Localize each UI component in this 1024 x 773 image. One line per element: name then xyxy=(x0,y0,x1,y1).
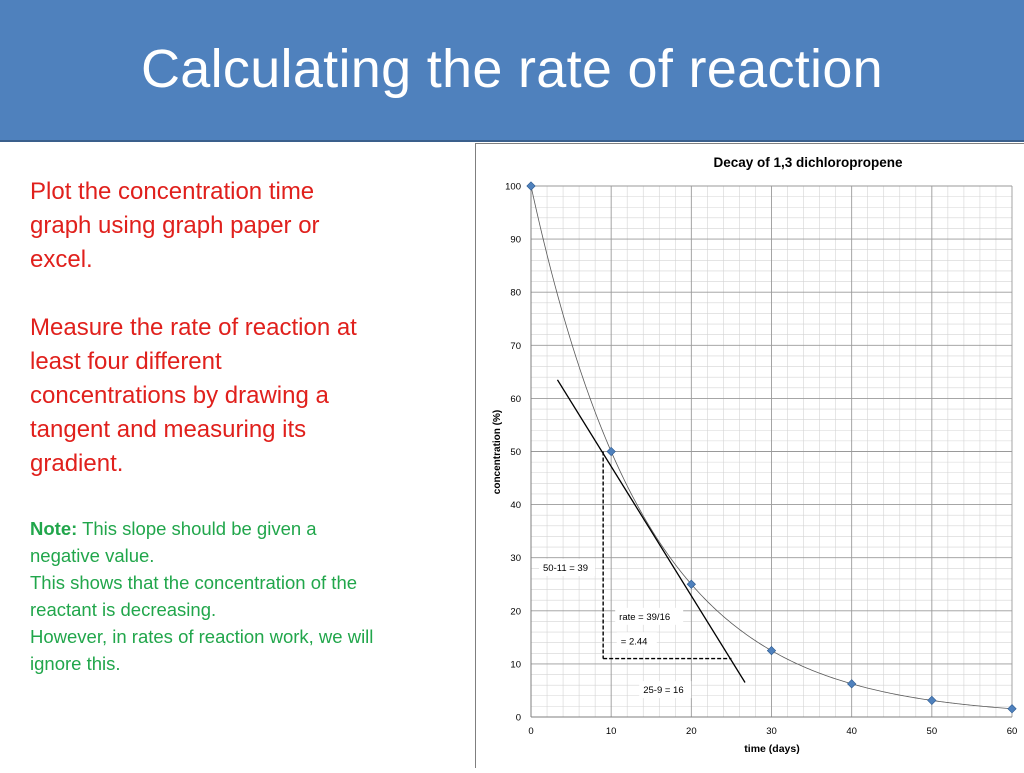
data-points xyxy=(526,181,1017,714)
text-panel: Plot the concentration time graph using … xyxy=(30,175,375,677)
y-tick-label: 10 xyxy=(510,659,521,670)
rate-value-label: = 2.44 xyxy=(621,636,648,647)
instruction-tangent: Measure the rate of reaction at least fo… xyxy=(30,314,357,477)
y-tick-label: 90 xyxy=(510,235,521,246)
y-tick-label: 50 xyxy=(510,447,521,458)
data-point xyxy=(686,579,696,589)
y-tick-label: 60 xyxy=(510,394,521,405)
annotations: 50-11 = 39 rate = 39/16 = 2.44 25-9 = 16 xyxy=(539,558,692,699)
title-bar: Calculating the rate of reaction xyxy=(0,0,1024,142)
note-label: Note: xyxy=(30,518,78,539)
data-point xyxy=(526,181,536,191)
rate-label: rate = 39/16 xyxy=(619,612,670,623)
note-line-3: However, in rates of reaction work, we w… xyxy=(30,626,374,674)
chart-panel: 0 10 20 30 40 50 60 0 10 20 30 40 50 60 70 80 90 100 50-1… xyxy=(475,143,1024,768)
horizontal-difference-label-bg xyxy=(639,681,692,699)
horizontal-difference-label: 25-9 = 16 xyxy=(643,685,683,696)
x-axis-label: time (days) xyxy=(744,743,799,755)
y-axis-label: concentration (%) xyxy=(492,410,503,494)
gradient-triangle xyxy=(602,451,732,660)
data-point xyxy=(847,679,857,689)
rate-label-bg xyxy=(615,607,684,625)
data-point xyxy=(927,695,937,706)
slide-title: Calculating the rate of reaction xyxy=(140,39,884,99)
note-block: Note: This slope should be given a negat… xyxy=(30,515,375,677)
tangent-line xyxy=(556,379,746,683)
y-tick-label: 70 xyxy=(510,341,521,352)
note-line-1: This slope should be given a negative va… xyxy=(30,518,317,566)
x-tick-label: 20 xyxy=(686,726,697,737)
rate-value-label-bg xyxy=(616,632,657,650)
x-tick-label: 60 xyxy=(1007,726,1018,737)
axes xyxy=(530,186,1012,718)
tick-labels: 0 10 20 30 40 50 60 0 10 20 30 40 50 60 70 80 90 100 xyxy=(505,182,1017,738)
data-point xyxy=(606,446,616,457)
y-tick-label: 30 xyxy=(510,553,521,564)
data-point xyxy=(766,646,777,656)
y-tick-label: 20 xyxy=(510,606,521,617)
x-tick-label: 40 xyxy=(846,726,857,737)
instruction-plot: Plot the concentration time graph using … xyxy=(30,178,320,273)
x-tick-label: 50 xyxy=(927,726,938,737)
y-tick-label: 80 xyxy=(510,288,521,299)
y-tick-label: 0 xyxy=(516,713,521,724)
x-tick-label: 30 xyxy=(766,726,777,737)
data-point xyxy=(1007,704,1017,714)
note-line-2: This shows that the concentration of the… xyxy=(30,572,358,620)
x-tick-label: 10 xyxy=(606,726,617,737)
y-tick-label: 40 xyxy=(510,500,521,511)
y-tick-label: 100 xyxy=(505,182,521,193)
vertical-difference-label-bg xyxy=(539,558,596,576)
chart-title: Decay of 1,3 dichloropropene xyxy=(713,155,903,170)
x-tick-label: 0 xyxy=(528,726,533,737)
vertical-difference-label: 50-11 = 39 xyxy=(543,563,588,574)
decay-chart: 0 10 20 30 40 50 60 0 10 20 30 40 50 60 70 80 90 100 50-1… xyxy=(492,155,1017,755)
